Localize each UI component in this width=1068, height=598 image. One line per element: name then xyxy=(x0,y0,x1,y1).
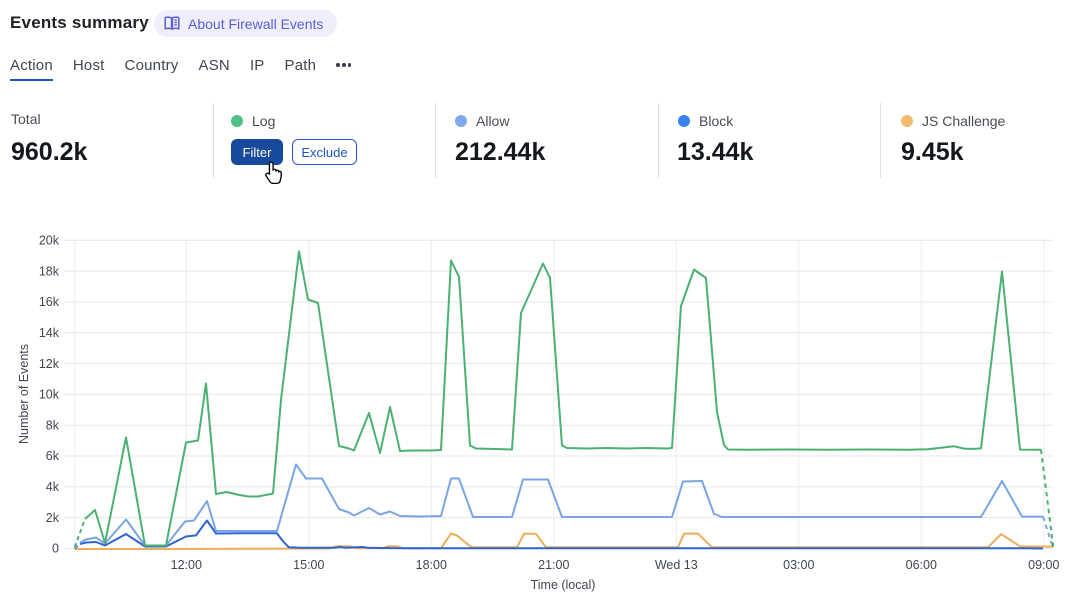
svg-text:21:00: 21:00 xyxy=(538,558,569,572)
svg-text:06:00: 06:00 xyxy=(906,558,937,572)
svg-text:Number of Events: Number of Events xyxy=(17,344,31,444)
svg-text:12k: 12k xyxy=(39,357,60,371)
svg-text:10k: 10k xyxy=(39,388,60,402)
svg-text:15:00: 15:00 xyxy=(293,558,324,572)
svg-text:2k: 2k xyxy=(46,511,60,525)
svg-text:03:00: 03:00 xyxy=(783,558,814,572)
svg-text:Time (local): Time (local) xyxy=(531,578,596,592)
svg-text:20k: 20k xyxy=(39,234,60,248)
svg-text:12:00: 12:00 xyxy=(171,558,202,572)
svg-text:18:00: 18:00 xyxy=(416,558,447,572)
svg-text:6k: 6k xyxy=(46,449,60,463)
svg-text:0: 0 xyxy=(52,542,59,556)
svg-text:18k: 18k xyxy=(39,264,60,278)
svg-text:14k: 14k xyxy=(39,326,60,340)
svg-text:16k: 16k xyxy=(39,295,60,309)
svg-text:8k: 8k xyxy=(46,418,60,432)
svg-text:09:00: 09:00 xyxy=(1028,558,1059,572)
svg-text:Wed 13: Wed 13 xyxy=(655,558,698,572)
svg-text:4k: 4k xyxy=(46,480,60,494)
